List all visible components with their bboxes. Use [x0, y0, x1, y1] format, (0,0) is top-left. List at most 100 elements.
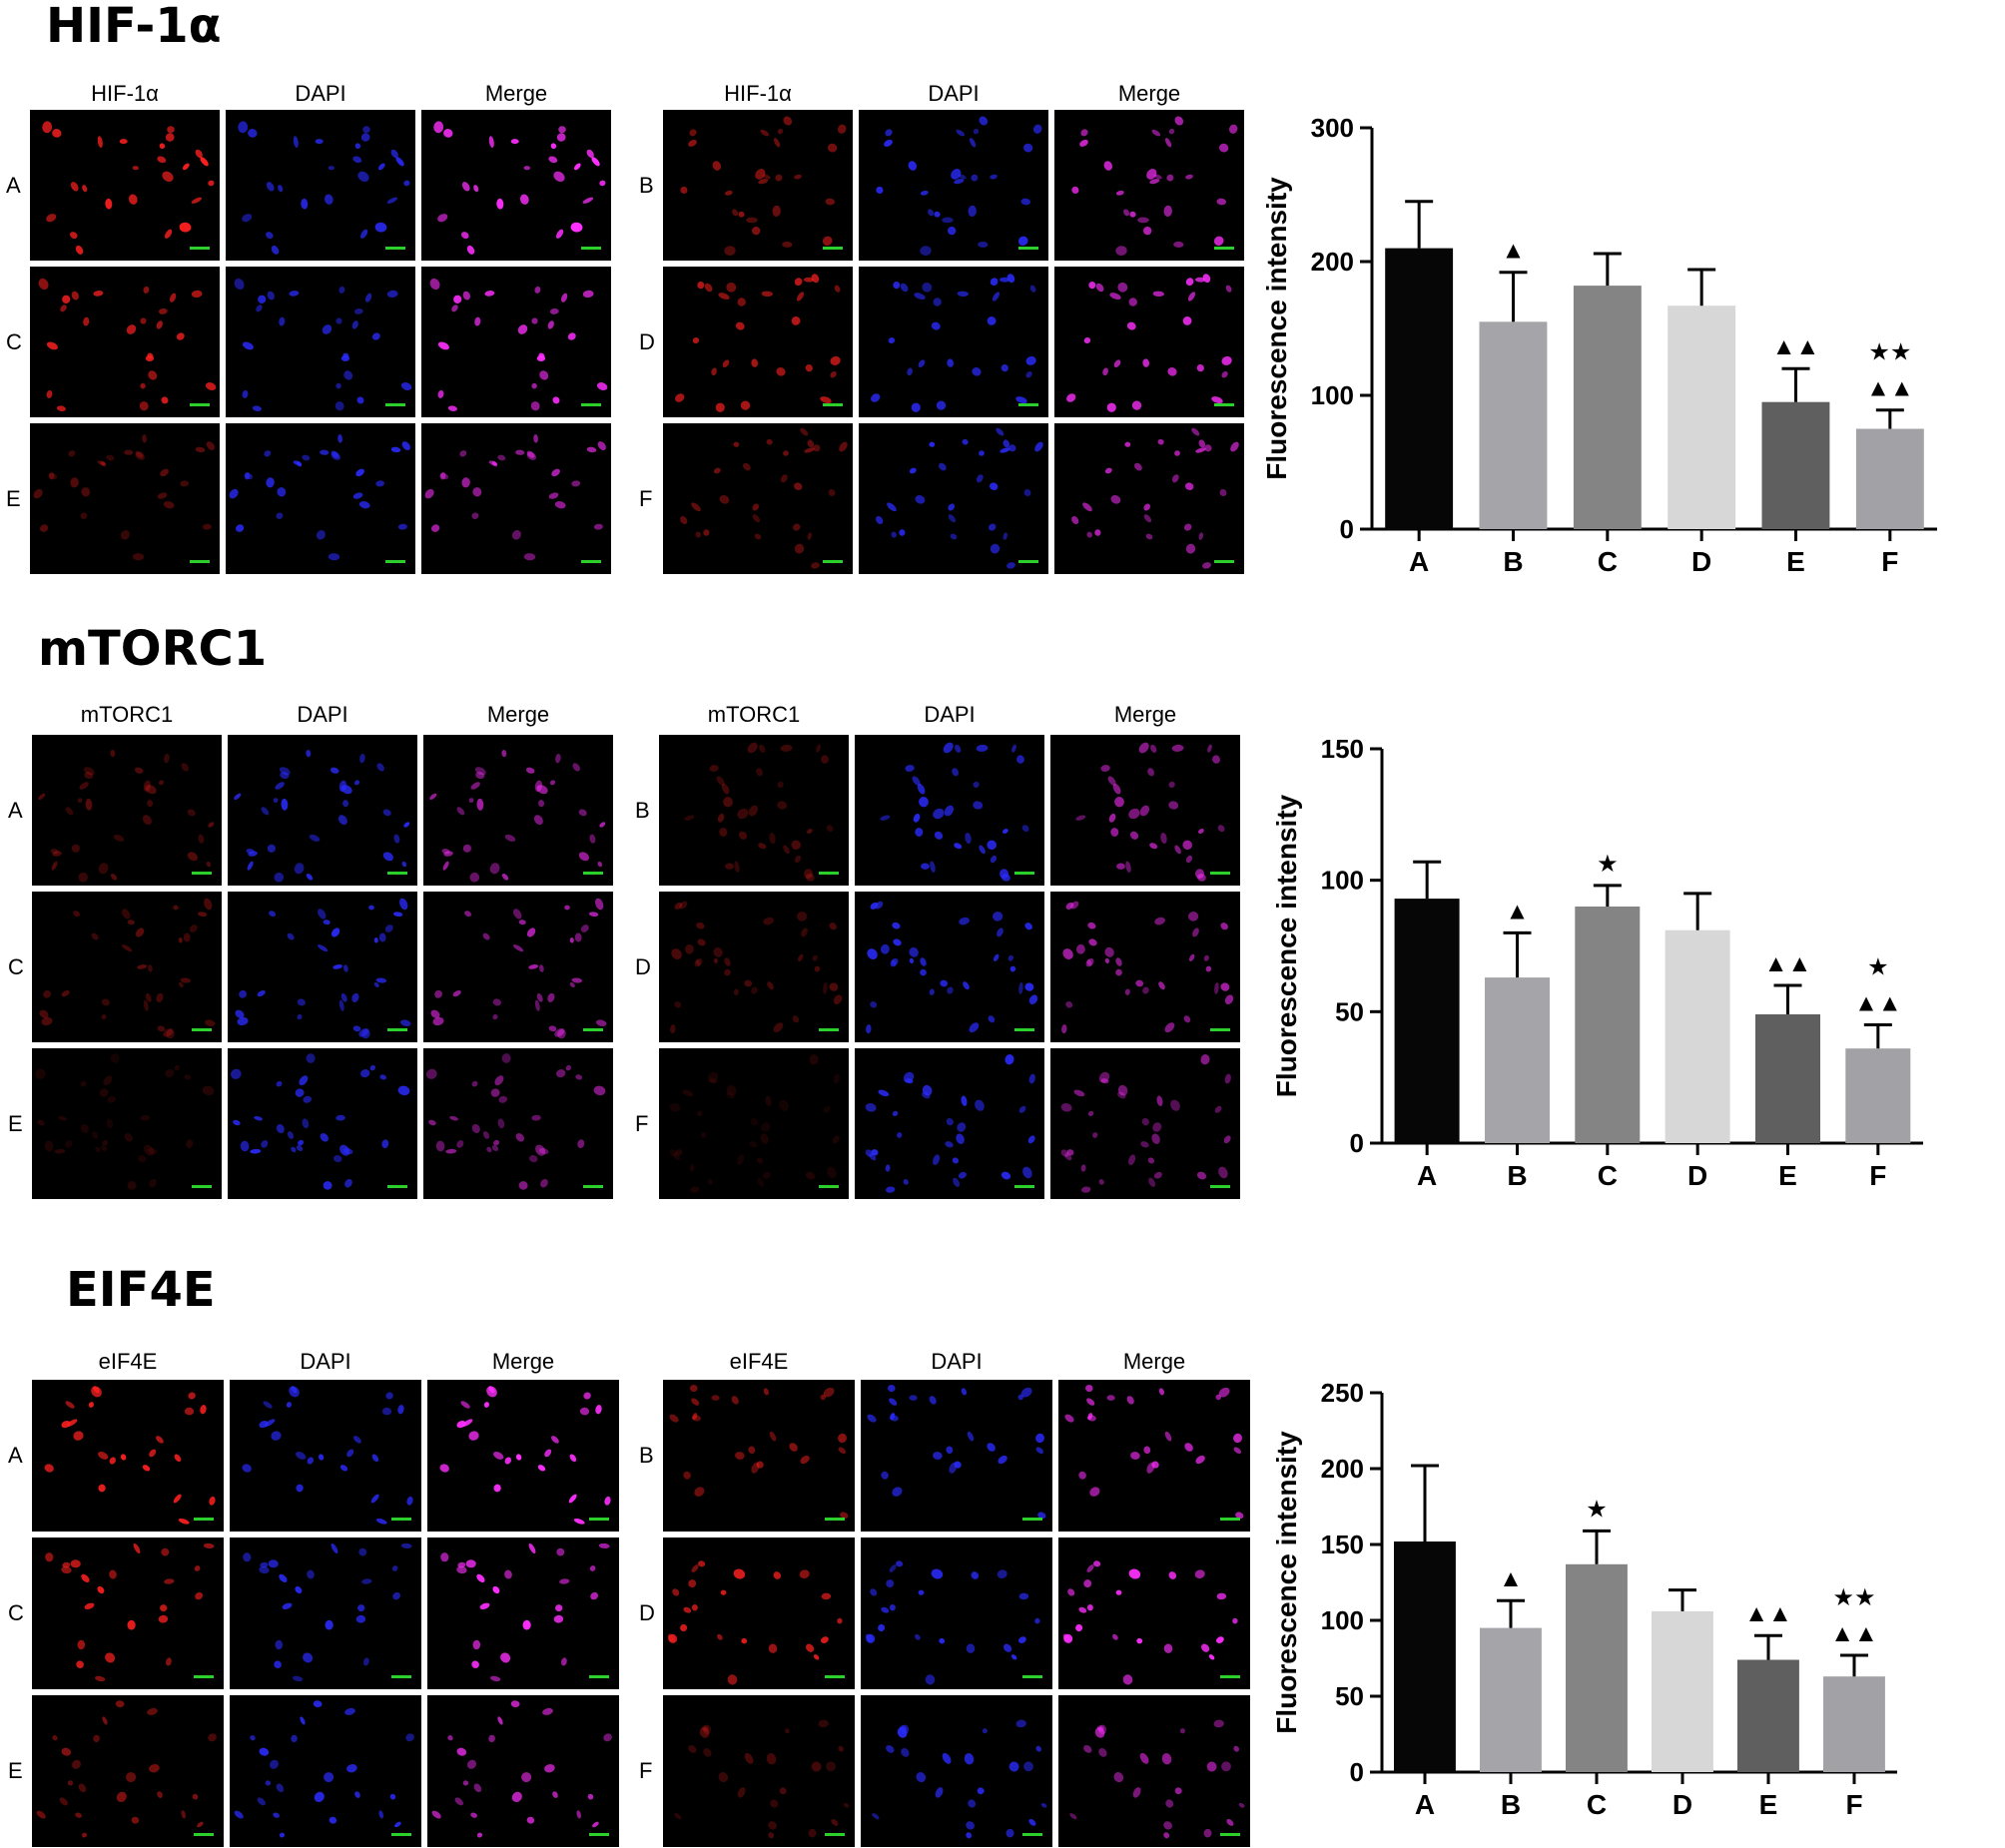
micrograph-blue-tile	[861, 1695, 1052, 1847]
bar-d	[1668, 306, 1736, 529]
micrograph-merge-tile	[423, 735, 613, 886]
x-tick-label: B	[1503, 546, 1523, 577]
micrograph-blue-tile	[228, 892, 417, 1042]
y-tick-label: 100	[1321, 1605, 1364, 1635]
row-label: C	[8, 953, 24, 979]
row-label: F	[635, 1110, 649, 1136]
x-tick-label: E	[1778, 1160, 1797, 1191]
column-header: DAPI	[928, 81, 980, 106]
micrograph-merge-tile	[1058, 1695, 1250, 1847]
micrograph-merge-tile	[1054, 267, 1244, 417]
micrograph-blue-tile	[861, 1380, 1052, 1532]
y-tick-label: 50	[1335, 996, 1364, 1026]
y-tick-label: 250	[1321, 1378, 1364, 1408]
bar-b	[1480, 1627, 1542, 1772]
column-header: DAPI	[295, 81, 346, 106]
significance-marker: ★	[1586, 1496, 1608, 1523]
micrograph-red-tile	[32, 1048, 222, 1199]
column-header: Merge	[486, 702, 550, 727]
micrograph-blue-tile	[228, 1048, 417, 1199]
bar-e	[1761, 401, 1830, 529]
y-tick-label: 150	[1321, 1530, 1364, 1559]
micrograph-blue-tile	[230, 1538, 421, 1689]
bar-chart-svg: 0 50 100 150 200 250 Fluorescence intensity A B ▲…	[1271, 1378, 1897, 1820]
y-tick-label: 300	[1311, 113, 1354, 143]
bar-c	[1566, 1563, 1628, 1772]
column-header: DAPI	[924, 702, 976, 727]
x-tick-label: F	[1881, 546, 1898, 577]
x-tick-label: A	[1417, 1160, 1437, 1191]
micrograph-red-tile	[663, 1695, 855, 1847]
micrograph-red-tile	[659, 892, 849, 1042]
y-tick-label: 200	[1311, 247, 1354, 277]
x-tick-label: C	[1587, 1789, 1607, 1820]
y-tick-label: 200	[1321, 1454, 1364, 1484]
x-tick-label: F	[1869, 1160, 1886, 1191]
micrograph-merge-tile	[421, 423, 611, 574]
y-tick-label: 50	[1335, 1681, 1364, 1711]
x-tick-label: A	[1415, 1789, 1435, 1820]
micrograph-merge-tile	[423, 892, 613, 1042]
bar-chart-svg: 0 50 100 150 Fluorescence intensity A B ▲ C ★ D E ▲▲…	[1271, 734, 1923, 1191]
significance-marker: ▲▲	[1854, 990, 1902, 1017]
column-header: Merge	[1117, 81, 1181, 106]
significance-marker: ★★	[1832, 1584, 1875, 1611]
micrograph-blue-tile	[859, 110, 1048, 261]
bar-c	[1575, 907, 1641, 1143]
bar-d	[1652, 1610, 1713, 1772]
column-header: DAPI	[297, 702, 348, 727]
micrograph-red-tile	[663, 423, 853, 574]
row-label: B	[639, 1443, 654, 1468]
micrograph-blue-tile	[230, 1380, 421, 1532]
micrograph-grid-left: eIF4E DAPI Merge A C E	[8, 1346, 619, 1847]
micrograph-blue-tile	[226, 423, 415, 574]
micrograph-merge-tile	[427, 1380, 619, 1532]
bar-f	[1845, 1048, 1911, 1143]
micrograph-merge-tile	[1050, 892, 1240, 1042]
y-tick-label: 0	[1350, 1128, 1364, 1158]
y-tick-label: 100	[1311, 380, 1354, 410]
micrograph-blue-tile	[855, 1048, 1044, 1199]
significance-marker: ▲	[1502, 238, 1526, 265]
bar-chart: 0 50 100 150 200 250 Fluorescence intensity A B ▲…	[1266, 1358, 1965, 1837]
row-label: C	[6, 328, 22, 354]
micrograph-blue-tile	[228, 735, 417, 886]
micrograph-merge-tile	[1050, 1048, 1240, 1199]
micrograph-merge-tile	[421, 110, 611, 261]
row-label: A	[6, 172, 21, 198]
y-tick-label: 100	[1321, 866, 1364, 896]
micrograph-grid-left: HIF-1α DAPI Merge A C E	[6, 78, 611, 574]
micrograph-grid-right: HIF-1α DAPI Merge B D F	[639, 78, 1244, 574]
bar-chart-svg: 0 100 200 300 Fluorescence intensity A B ▲ C D E ▲▲…	[1266, 113, 1937, 577]
row-label: B	[635, 797, 650, 823]
bar-a	[1394, 899, 1460, 1143]
micrograph-red-tile	[32, 1380, 224, 1532]
bar-chart: 0 100 200 300 Fluorescence intensity A B ▲ C D E ▲▲…	[1266, 100, 1965, 609]
micrograph-grid-right: mTORC1 DAPI Merge B D F	[635, 699, 1240, 1199]
column-header: eIF4E	[729, 1349, 789, 1374]
row-label: F	[639, 485, 653, 511]
bar-chart: 0 50 100 150 Fluorescence intensity A B ▲ C ★ D E ▲▲…	[1266, 709, 1965, 1208]
y-axis-label: Fluorescence intensity	[1266, 177, 1292, 480]
micrograph-blue-tile	[226, 110, 415, 261]
row-label: B	[639, 172, 654, 198]
micrograph-merge-tile	[1054, 110, 1244, 261]
x-tick-label: C	[1598, 546, 1618, 577]
micrograph-red-tile	[659, 1048, 849, 1199]
column-header: mTORC1	[707, 702, 801, 727]
micrograph-red-tile	[32, 1695, 224, 1847]
micrograph-red-tile	[30, 423, 220, 574]
micrograph-blue-tile	[855, 735, 1044, 886]
column-header: Merge	[484, 81, 548, 106]
x-tick-label: E	[1759, 1789, 1778, 1820]
panel-title-eif4e: EIF4E	[66, 1262, 216, 1318]
row-label: A	[8, 797, 23, 823]
micrograph-red-tile	[32, 892, 222, 1042]
column-header: eIF4E	[98, 1349, 158, 1374]
x-tick-label: D	[1672, 1789, 1692, 1820]
micrograph-red-tile	[30, 267, 220, 417]
micrograph-blue-tile	[230, 1695, 421, 1847]
micrograph-merge-tile	[1058, 1380, 1250, 1532]
micrograph-red-tile	[32, 735, 222, 886]
micrograph-grid-right: eIF4E DAPI Merge B D F	[639, 1346, 1250, 1847]
